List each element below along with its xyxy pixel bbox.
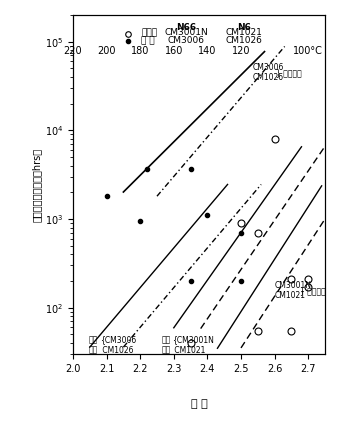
Text: 180: 180 — [131, 45, 149, 56]
Text: CM3001N
CM1021: CM3001N CM1021 — [275, 281, 311, 301]
Text: CM3006
CM1026: CM3006 CM1026 — [253, 63, 284, 82]
Text: CM1026: CM1026 — [226, 36, 263, 45]
Text: 200: 200 — [97, 45, 116, 56]
X-axis label: 温 度: 温 度 — [191, 399, 207, 409]
Y-axis label: 拉伸特性的半衰期（hrs）: 拉伸特性的半衰期（hrs） — [32, 148, 42, 222]
Text: N66: N66 — [176, 24, 197, 33]
Text: 拉伸
伸长: 拉伸 伸长 — [89, 335, 98, 355]
Text: 220: 220 — [64, 45, 82, 56]
Text: CM1021: CM1021 — [226, 28, 263, 37]
Text: 140: 140 — [198, 45, 217, 56]
Text: CM3006: CM3006 — [168, 36, 205, 45]
Text: 120: 120 — [232, 45, 250, 56]
Text: } 拉伸伸长: } 拉伸伸长 — [300, 286, 325, 295]
Text: } 拉伸强度: } 拉伸强度 — [276, 68, 302, 77]
Text: 100°C: 100°C — [293, 45, 323, 56]
Text: 耐 熱: 耐 熱 — [141, 36, 155, 45]
Text: {CM3001N
 CM1021: {CM3001N CM1021 — [172, 335, 214, 355]
Text: 160: 160 — [165, 45, 183, 56]
Text: 拉伸
强度: 拉伸 强度 — [161, 335, 170, 355]
Text: N6: N6 — [237, 24, 251, 33]
Text: {CM3006
 CM1026: {CM3006 CM1026 — [100, 335, 136, 355]
Text: CM3001N: CM3001N — [165, 28, 208, 37]
Text: 自然色: 自然色 — [141, 28, 157, 37]
